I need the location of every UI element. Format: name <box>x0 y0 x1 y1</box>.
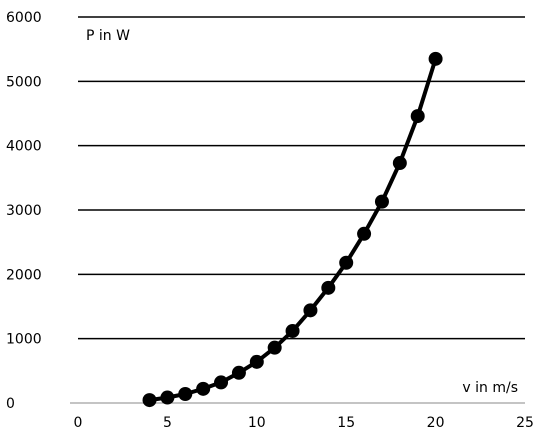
data-point <box>357 226 372 241</box>
data-point <box>321 280 336 295</box>
y-tick-label: 3000 <box>6 203 42 219</box>
data-point <box>196 381 211 396</box>
gridlines <box>70 16 525 404</box>
y-axis-label: P in W <box>86 28 130 44</box>
y-tick-labels: 0 1000 2000 3000 4000 5000 6000 <box>6 10 42 412</box>
data-point <box>303 303 318 318</box>
y-tick-label: 4000 <box>6 139 42 155</box>
data-point <box>231 365 246 380</box>
data-point <box>214 375 229 390</box>
x-tick-label: 5 <box>163 415 172 430</box>
x-tick-label: 20 <box>427 415 445 430</box>
x-tick-label: 0 <box>74 415 83 430</box>
y-tick-label: 5000 <box>6 74 42 90</box>
x-tick-label: 10 <box>248 415 266 430</box>
data-point <box>267 340 282 355</box>
data-point <box>374 194 389 209</box>
x-tick-labels: 0 5 10 15 20 25 <box>74 415 534 430</box>
y-tick-label: 2000 <box>6 267 42 283</box>
data-point <box>339 255 354 270</box>
x-tick-label: 25 <box>516 415 534 430</box>
data-point <box>392 156 407 171</box>
series-line <box>147 56 438 403</box>
data-point <box>160 390 175 405</box>
data-point <box>178 386 193 401</box>
y-tick-label: 6000 <box>6 10 42 26</box>
data-point <box>249 354 264 369</box>
x-axis-label: v in m/s <box>462 380 518 396</box>
data-point <box>142 393 157 408</box>
data-point <box>285 323 300 338</box>
data-point <box>428 51 443 66</box>
data-points <box>142 51 443 408</box>
y-tick-label: 1000 <box>6 332 42 348</box>
y-tick-label: 0 <box>6 396 15 412</box>
data-point <box>410 109 425 124</box>
x-tick-label: 15 <box>337 415 355 430</box>
